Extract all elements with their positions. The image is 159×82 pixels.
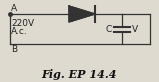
Text: 220V: 220V <box>11 19 34 28</box>
Text: B: B <box>11 45 17 54</box>
Text: C: C <box>106 25 112 34</box>
Text: A.c.: A.c. <box>11 27 28 36</box>
Text: A: A <box>11 4 17 13</box>
Text: V: V <box>132 25 138 34</box>
Polygon shape <box>69 6 95 22</box>
Text: Fig. EP 14.4: Fig. EP 14.4 <box>41 70 117 81</box>
